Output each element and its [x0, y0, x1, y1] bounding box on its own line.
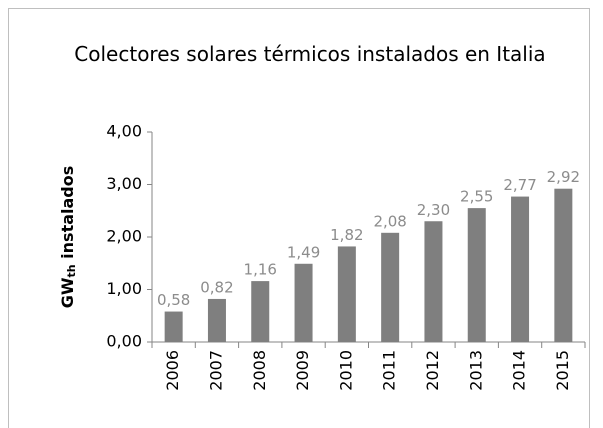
- bar: [554, 188, 573, 342]
- y-tick-label: 4,00: [106, 122, 142, 141]
- value-label: 0,58: [157, 291, 190, 309]
- y-tick-label: 2,00: [106, 227, 142, 246]
- value-label: 2,92: [547, 168, 580, 186]
- chart-frame: [8, 8, 590, 428]
- y-tick-label: 0,00: [106, 332, 142, 351]
- value-label: 1,82: [330, 226, 363, 244]
- x-tick-label: 2014: [510, 350, 529, 391]
- x-tick-label: 2012: [423, 350, 442, 391]
- value-label: 2,55: [460, 188, 493, 206]
- y-tick-label: 3,00: [106, 174, 142, 193]
- bar: [207, 298, 226, 342]
- x-tick-label: 2011: [380, 350, 399, 391]
- x-tick-label: 2013: [466, 350, 485, 391]
- value-label: 2,77: [503, 176, 536, 194]
- x-tick-label: 2008: [250, 350, 269, 391]
- x-tick-label: 2009: [293, 350, 312, 391]
- bar: [164, 311, 183, 342]
- chart-title: Colectores solares térmicos instalados e…: [74, 42, 546, 66]
- value-label: 0,82: [200, 278, 233, 296]
- y-label-main: GW: [58, 277, 77, 308]
- bar: [294, 263, 313, 342]
- value-label: 2,30: [417, 201, 450, 219]
- y-label-rest: instalados: [58, 166, 77, 265]
- bar: [251, 281, 270, 342]
- x-tick-label: 2007: [206, 350, 225, 391]
- bar: [511, 196, 530, 342]
- bar: [381, 232, 400, 342]
- bar: [424, 221, 443, 342]
- y-label-sub: th: [65, 264, 78, 277]
- value-label: 1,49: [287, 243, 320, 261]
- x-tick-label: 2015: [553, 350, 572, 391]
- x-tick-label: 2006: [163, 350, 182, 391]
- bar: [337, 246, 356, 342]
- value-label: 1,16: [244, 261, 277, 279]
- bar: [467, 208, 486, 342]
- value-label: 2,08: [373, 212, 406, 230]
- x-tick-label: 2010: [336, 350, 355, 391]
- y-tick-label: 1,00: [106, 279, 142, 298]
- y-axis-label: GWth instalados: [58, 166, 79, 309]
